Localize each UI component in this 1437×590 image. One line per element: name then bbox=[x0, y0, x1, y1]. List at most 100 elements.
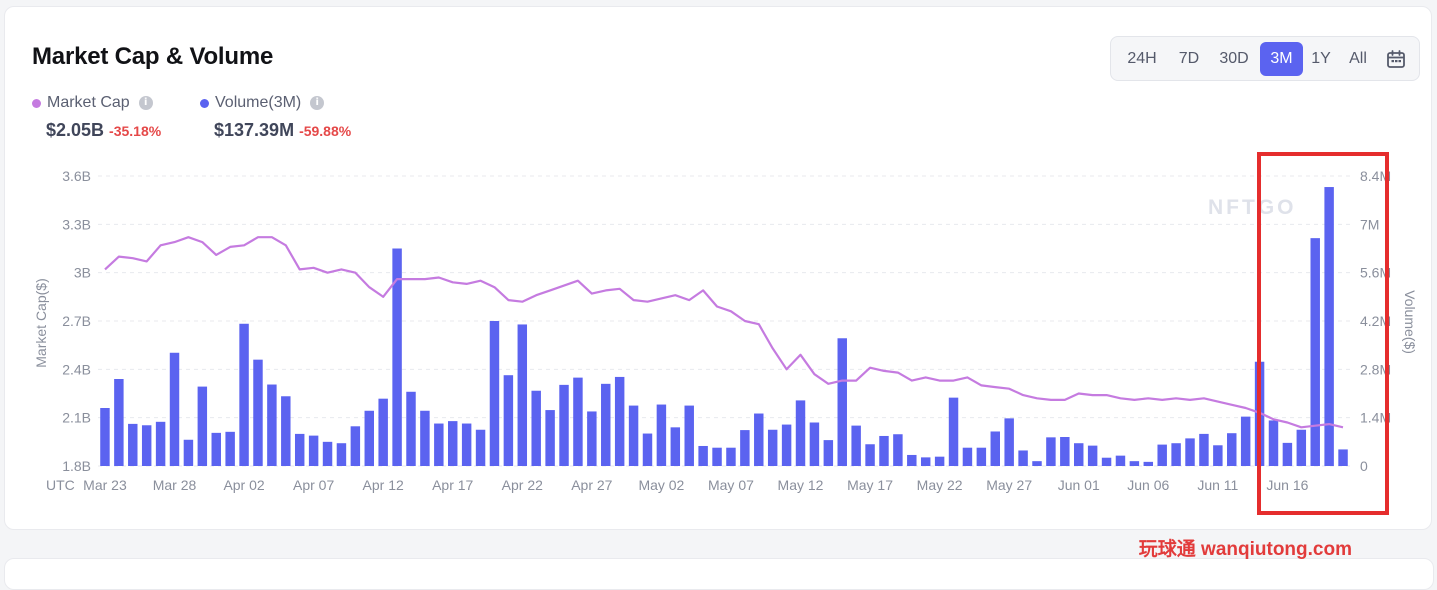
market-cap-dot bbox=[32, 98, 41, 108]
volume-bar bbox=[1143, 461, 1154, 466]
volume-bar bbox=[364, 410, 374, 466]
y-left-tick-label: 3B bbox=[74, 265, 91, 281]
volume-bar bbox=[1213, 445, 1223, 466]
volume-bar bbox=[1115, 455, 1126, 466]
volume-bar bbox=[559, 384, 569, 466]
volume-bar bbox=[754, 413, 764, 466]
market-cap-value: $2.05B bbox=[46, 120, 105, 140]
volume-bar bbox=[169, 352, 180, 466]
volume-bar bbox=[420, 410, 430, 466]
x-tick-label: Mar 23 bbox=[83, 477, 127, 493]
x-tick-label: Jun 06 bbox=[1127, 477, 1169, 493]
volume-bar bbox=[1087, 445, 1098, 466]
volume-bar bbox=[322, 441, 333, 466]
volume-bar bbox=[489, 321, 500, 466]
range-1y-button[interactable]: 1Y bbox=[1311, 50, 1331, 67]
range-24h-button[interactable]: 24H bbox=[1127, 50, 1157, 67]
range-7d-button[interactable]: 7D bbox=[1178, 50, 1200, 67]
legend-volume[interactable]: Volume(3M) i bbox=[200, 94, 325, 112]
y-left-tick-label: 3.3B bbox=[62, 216, 91, 232]
volume-bar bbox=[614, 376, 625, 466]
volume-bar bbox=[141, 425, 152, 466]
volume-label: Volume(3M) bbox=[215, 94, 302, 111]
x-axis-ticks: UTC Mar 23 Mar 28 Apr 02 Apr 07 Apr 12 Apr 17 A… bbox=[46, 477, 1309, 493]
volume-bar bbox=[294, 433, 305, 466]
volume-bar bbox=[740, 430, 750, 466]
y-right-tick-label: 4.2M bbox=[1360, 313, 1391, 329]
volume-bar bbox=[1157, 444, 1167, 466]
market-cap-series-line bbox=[104, 236, 1344, 429]
volume-bar bbox=[1129, 461, 1140, 466]
volume-bar bbox=[879, 435, 889, 466]
x-tick-label: May 17 bbox=[847, 477, 893, 493]
volume-bar bbox=[1185, 438, 1195, 466]
x-tick-label: Apr 12 bbox=[363, 477, 404, 493]
y-left-tick-label: 3.6B bbox=[62, 168, 91, 184]
x-tick-label: May 12 bbox=[778, 477, 824, 493]
volume-bar bbox=[962, 447, 973, 466]
y-left-axis-label: Market Cap($) bbox=[33, 278, 49, 367]
info-icon[interactable]: i bbox=[310, 96, 325, 110]
volume-bar bbox=[781, 424, 792, 466]
x-tick-label: Jun 11 bbox=[1197, 477, 1238, 493]
x-axis-prefix: UTC bbox=[46, 477, 75, 493]
volume-bar bbox=[795, 400, 806, 466]
x-tick-label: May 27 bbox=[986, 477, 1032, 493]
market-cap-volume-chart: 1.8B 2.1B 2.4B 2.7B 3B 3.3B 3.6B 0 1.4M 2.8M 4.2M… bbox=[33, 168, 1418, 493]
y-right-tick-label: 5.6M bbox=[1360, 265, 1391, 281]
info-icon[interactable]: i bbox=[138, 96, 153, 110]
x-tick-label: May 02 bbox=[638, 477, 684, 493]
volume-bar bbox=[197, 386, 208, 466]
x-tick-label: Apr 17 bbox=[432, 477, 473, 493]
volume-bar bbox=[1282, 442, 1293, 466]
x-tick-label: Apr 07 bbox=[293, 477, 334, 493]
volume-bar bbox=[267, 384, 277, 466]
volume-bar bbox=[1324, 187, 1334, 467]
volume-bar bbox=[1296, 429, 1307, 466]
volume-bar bbox=[461, 423, 472, 466]
y-right-tick-label: 0 bbox=[1360, 458, 1368, 474]
x-tick-label: Apr 02 bbox=[223, 477, 264, 493]
site-watermark: 玩球通 wanqiutong.com bbox=[1138, 539, 1352, 560]
volume-bar bbox=[545, 410, 555, 466]
chart-title: Market Cap & Volume bbox=[32, 43, 274, 70]
volume-change: -59.88% bbox=[299, 123, 352, 139]
volume-bar bbox=[114, 379, 124, 466]
volume-bar bbox=[837, 338, 847, 466]
volume-bar bbox=[517, 324, 528, 466]
volume-bar bbox=[378, 398, 388, 466]
volume-bar bbox=[698, 445, 708, 466]
volume-bar bbox=[767, 429, 778, 466]
volume-bar bbox=[1046, 437, 1056, 466]
volume-bar bbox=[1004, 418, 1014, 466]
volume-bar bbox=[225, 431, 235, 466]
y-right-tick-label: 7M bbox=[1360, 216, 1379, 232]
volume-bar bbox=[531, 390, 541, 466]
legend-market-cap[interactable]: Market Cap i bbox=[32, 94, 153, 112]
volume-bar bbox=[684, 405, 694, 466]
volume-bar bbox=[1240, 416, 1251, 466]
x-tick-label: Apr 27 bbox=[571, 477, 612, 493]
volume-bar bbox=[907, 454, 917, 466]
nftgo-watermark: NFTGO bbox=[1208, 196, 1297, 219]
volume-bars bbox=[100, 187, 1348, 467]
highlight-annotation-box bbox=[1257, 152, 1389, 515]
volume-bar bbox=[100, 408, 110, 466]
volume-bar bbox=[406, 391, 416, 466]
range-all-button[interactable]: All bbox=[1349, 50, 1367, 67]
y-left-tick-label: 2.1B bbox=[62, 410, 91, 426]
x-tick-label: Jun 01 bbox=[1058, 477, 1100, 493]
range-3m-button[interactable]: 3M bbox=[1260, 42, 1303, 76]
volume-bar bbox=[823, 440, 834, 466]
calendar-icon[interactable] bbox=[1385, 48, 1407, 70]
x-tick-label: Mar 28 bbox=[153, 477, 197, 493]
volume-bar bbox=[628, 405, 639, 466]
volume-bar bbox=[1227, 433, 1237, 466]
grid-lines bbox=[98, 175, 1350, 467]
volume-bar bbox=[211, 432, 221, 466]
volume-bar bbox=[948, 397, 959, 466]
range-30d-button[interactable]: 30D bbox=[1219, 50, 1249, 67]
volume-bar bbox=[1074, 443, 1084, 466]
y-left-tick-label: 1.8B bbox=[62, 458, 91, 474]
volume-bar bbox=[281, 396, 291, 466]
